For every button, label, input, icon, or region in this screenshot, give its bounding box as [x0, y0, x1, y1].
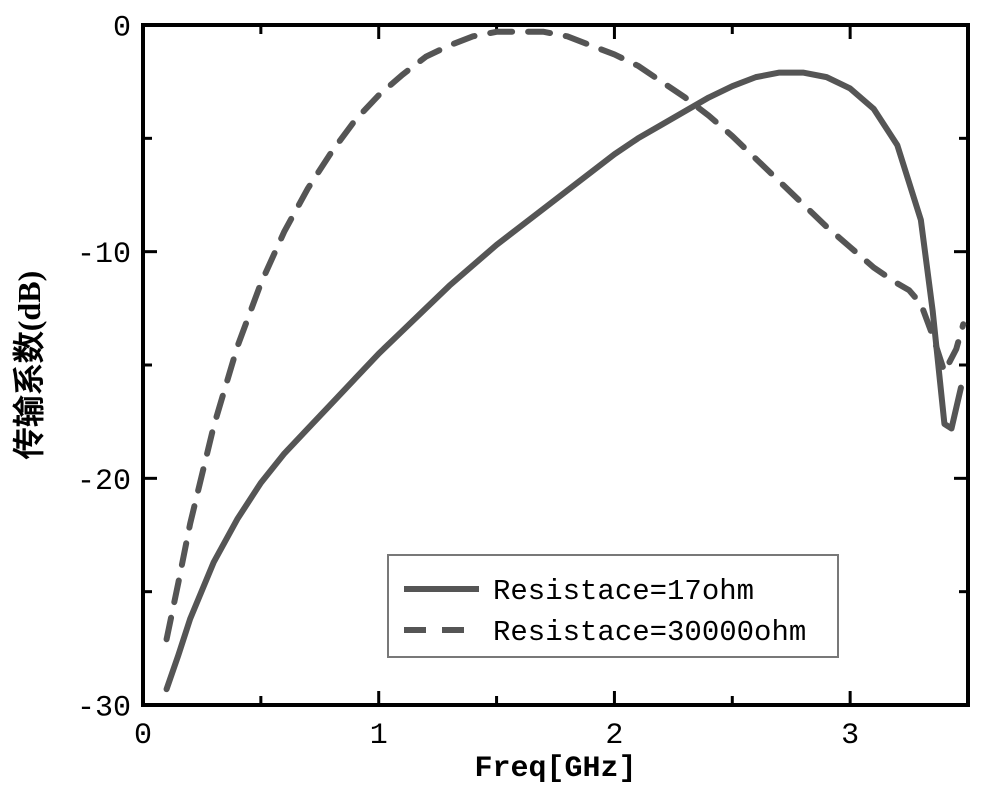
x-tick-label: 1: [370, 719, 388, 753]
x-tick-label: 2: [605, 719, 623, 753]
chart-container: 0 1 2 3 0 -10 -20 -30 Freq[GHz] 传输系数(dB) Resistace…: [0, 0, 1000, 788]
y-tick-label: -30: [77, 692, 131, 726]
legend-label: Resistace=17ohm: [493, 575, 754, 608]
y-tick-label: -20: [77, 465, 131, 499]
legend-label: Resistace=30000ohm: [493, 616, 806, 649]
y-tick-label: -10: [77, 238, 131, 272]
chart-svg: 0 1 2 3 0 -10 -20 -30 Freq[GHz] 传输系数(dB) Resistace…: [0, 0, 1000, 788]
series-line-1: [167, 32, 964, 639]
y-axis-label: 传输系数(dB): [11, 271, 47, 460]
y-tick-label: 0: [113, 12, 131, 46]
x-axis-label: Freq[GHz]: [474, 752, 636, 786]
x-tick-label: 0: [134, 719, 152, 753]
x-tick-label: 3: [841, 719, 859, 753]
